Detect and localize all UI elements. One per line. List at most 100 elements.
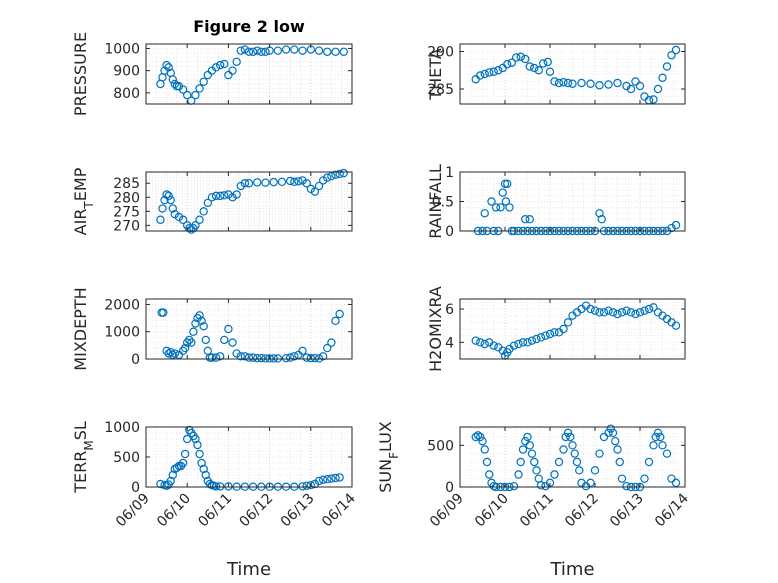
- data-point: [476, 432, 485, 442]
- chart-title: Figure 2 low: [193, 17, 305, 36]
- data-point: [532, 466, 541, 475]
- data-point: [485, 68, 494, 77]
- data-point: [302, 179, 311, 188]
- data-point: [480, 339, 489, 349]
- data-point: [521, 436, 530, 446]
- data-point: [505, 203, 514, 212]
- data-point: [199, 322, 208, 331]
- data-point: [539, 59, 548, 68]
- data-point: [617, 308, 627, 317]
- data-point: [478, 436, 487, 446]
- data-point: [514, 470, 523, 479]
- data-point: [236, 352, 245, 361]
- y-tick-label: 0: [131, 352, 140, 368]
- data-point: [273, 46, 283, 55]
- data-point: [615, 457, 624, 467]
- data-point: [534, 66, 543, 75]
- data-point: [257, 353, 266, 363]
- data-point: [503, 60, 512, 69]
- data-point: [671, 321, 681, 330]
- y-axis-label: RAINFALL: [426, 164, 445, 239]
- data-point: [220, 59, 229, 69]
- data-point: [590, 306, 600, 315]
- data-point: [662, 449, 672, 458]
- data-point: [509, 481, 519, 491]
- data-point: [170, 349, 180, 358]
- data-point: [653, 84, 663, 94]
- data-point: [156, 215, 165, 224]
- data-point: [563, 318, 573, 327]
- y-tick-label: 1000: [104, 41, 140, 57]
- data-point: [220, 335, 229, 345]
- data-point: [559, 78, 568, 87]
- data-point: [193, 440, 202, 450]
- data-point: [162, 481, 171, 490]
- data-point: [491, 203, 501, 212]
- data-point: [220, 191, 229, 200]
- data-point: [199, 77, 208, 86]
- data-point: [604, 428, 613, 438]
- data-point: [228, 66, 237, 75]
- series-markers: [156, 45, 348, 105]
- y-tick-label: 1000: [104, 325, 140, 341]
- data-point: [509, 341, 519, 350]
- data-point: [253, 178, 262, 187]
- y-tick-label: 4: [445, 335, 454, 351]
- axes-box: [459, 426, 686, 488]
- data-point: [236, 46, 245, 55]
- y-tick-label: 500: [113, 450, 140, 466]
- x-tick-label: 06/14: [652, 490, 692, 530]
- data-point: [626, 84, 636, 94]
- y-tick-label: 0: [445, 480, 454, 496]
- data-point: [215, 352, 225, 361]
- data-point: [626, 308, 636, 317]
- grid: [145, 298, 353, 360]
- data-point: [203, 70, 212, 80]
- data-point: [298, 346, 307, 356]
- data-point: [586, 304, 595, 314]
- data-point: [604, 306, 613, 315]
- data-point: [201, 470, 210, 480]
- data-point: [265, 354, 274, 363]
- data-point: [561, 432, 570, 442]
- y-tick-label: 275: [113, 204, 140, 220]
- data-point: [572, 457, 582, 467]
- x-tick-label: 06/10: [472, 491, 512, 531]
- data-point: [613, 309, 622, 319]
- y-tick-label: 6: [445, 302, 454, 318]
- data-point: [667, 474, 676, 483]
- data-point: [586, 478, 595, 488]
- data-point: [503, 179, 512, 188]
- data-point: [671, 478, 681, 488]
- data-point: [261, 354, 270, 363]
- data-point: [182, 90, 192, 100]
- data-point: [550, 77, 559, 86]
- data-point: [516, 52, 525, 61]
- data-point: [604, 80, 613, 89]
- y-tick-label: 500: [427, 438, 454, 454]
- data-point: [240, 352, 250, 361]
- data-point: [489, 341, 498, 350]
- data-point: [658, 73, 667, 82]
- data-point: [473, 431, 483, 440]
- data-point: [566, 432, 575, 442]
- data-point: [631, 77, 640, 86]
- data-point: [207, 193, 217, 202]
- data-point: [476, 338, 485, 347]
- data-point: [595, 308, 604, 317]
- data-point: [536, 333, 546, 342]
- data-point: [563, 428, 573, 438]
- data-point: [302, 353, 311, 362]
- data-point: [323, 343, 332, 353]
- data-point: [156, 479, 165, 489]
- data-point: [327, 172, 336, 181]
- data-point: [261, 178, 270, 187]
- data-point: [656, 432, 665, 442]
- data-point: [518, 338, 528, 347]
- data-point: [568, 441, 577, 450]
- data-point: [197, 316, 206, 326]
- data-point: [232, 57, 241, 66]
- data-point: [640, 474, 649, 483]
- data-point: [644, 304, 654, 314]
